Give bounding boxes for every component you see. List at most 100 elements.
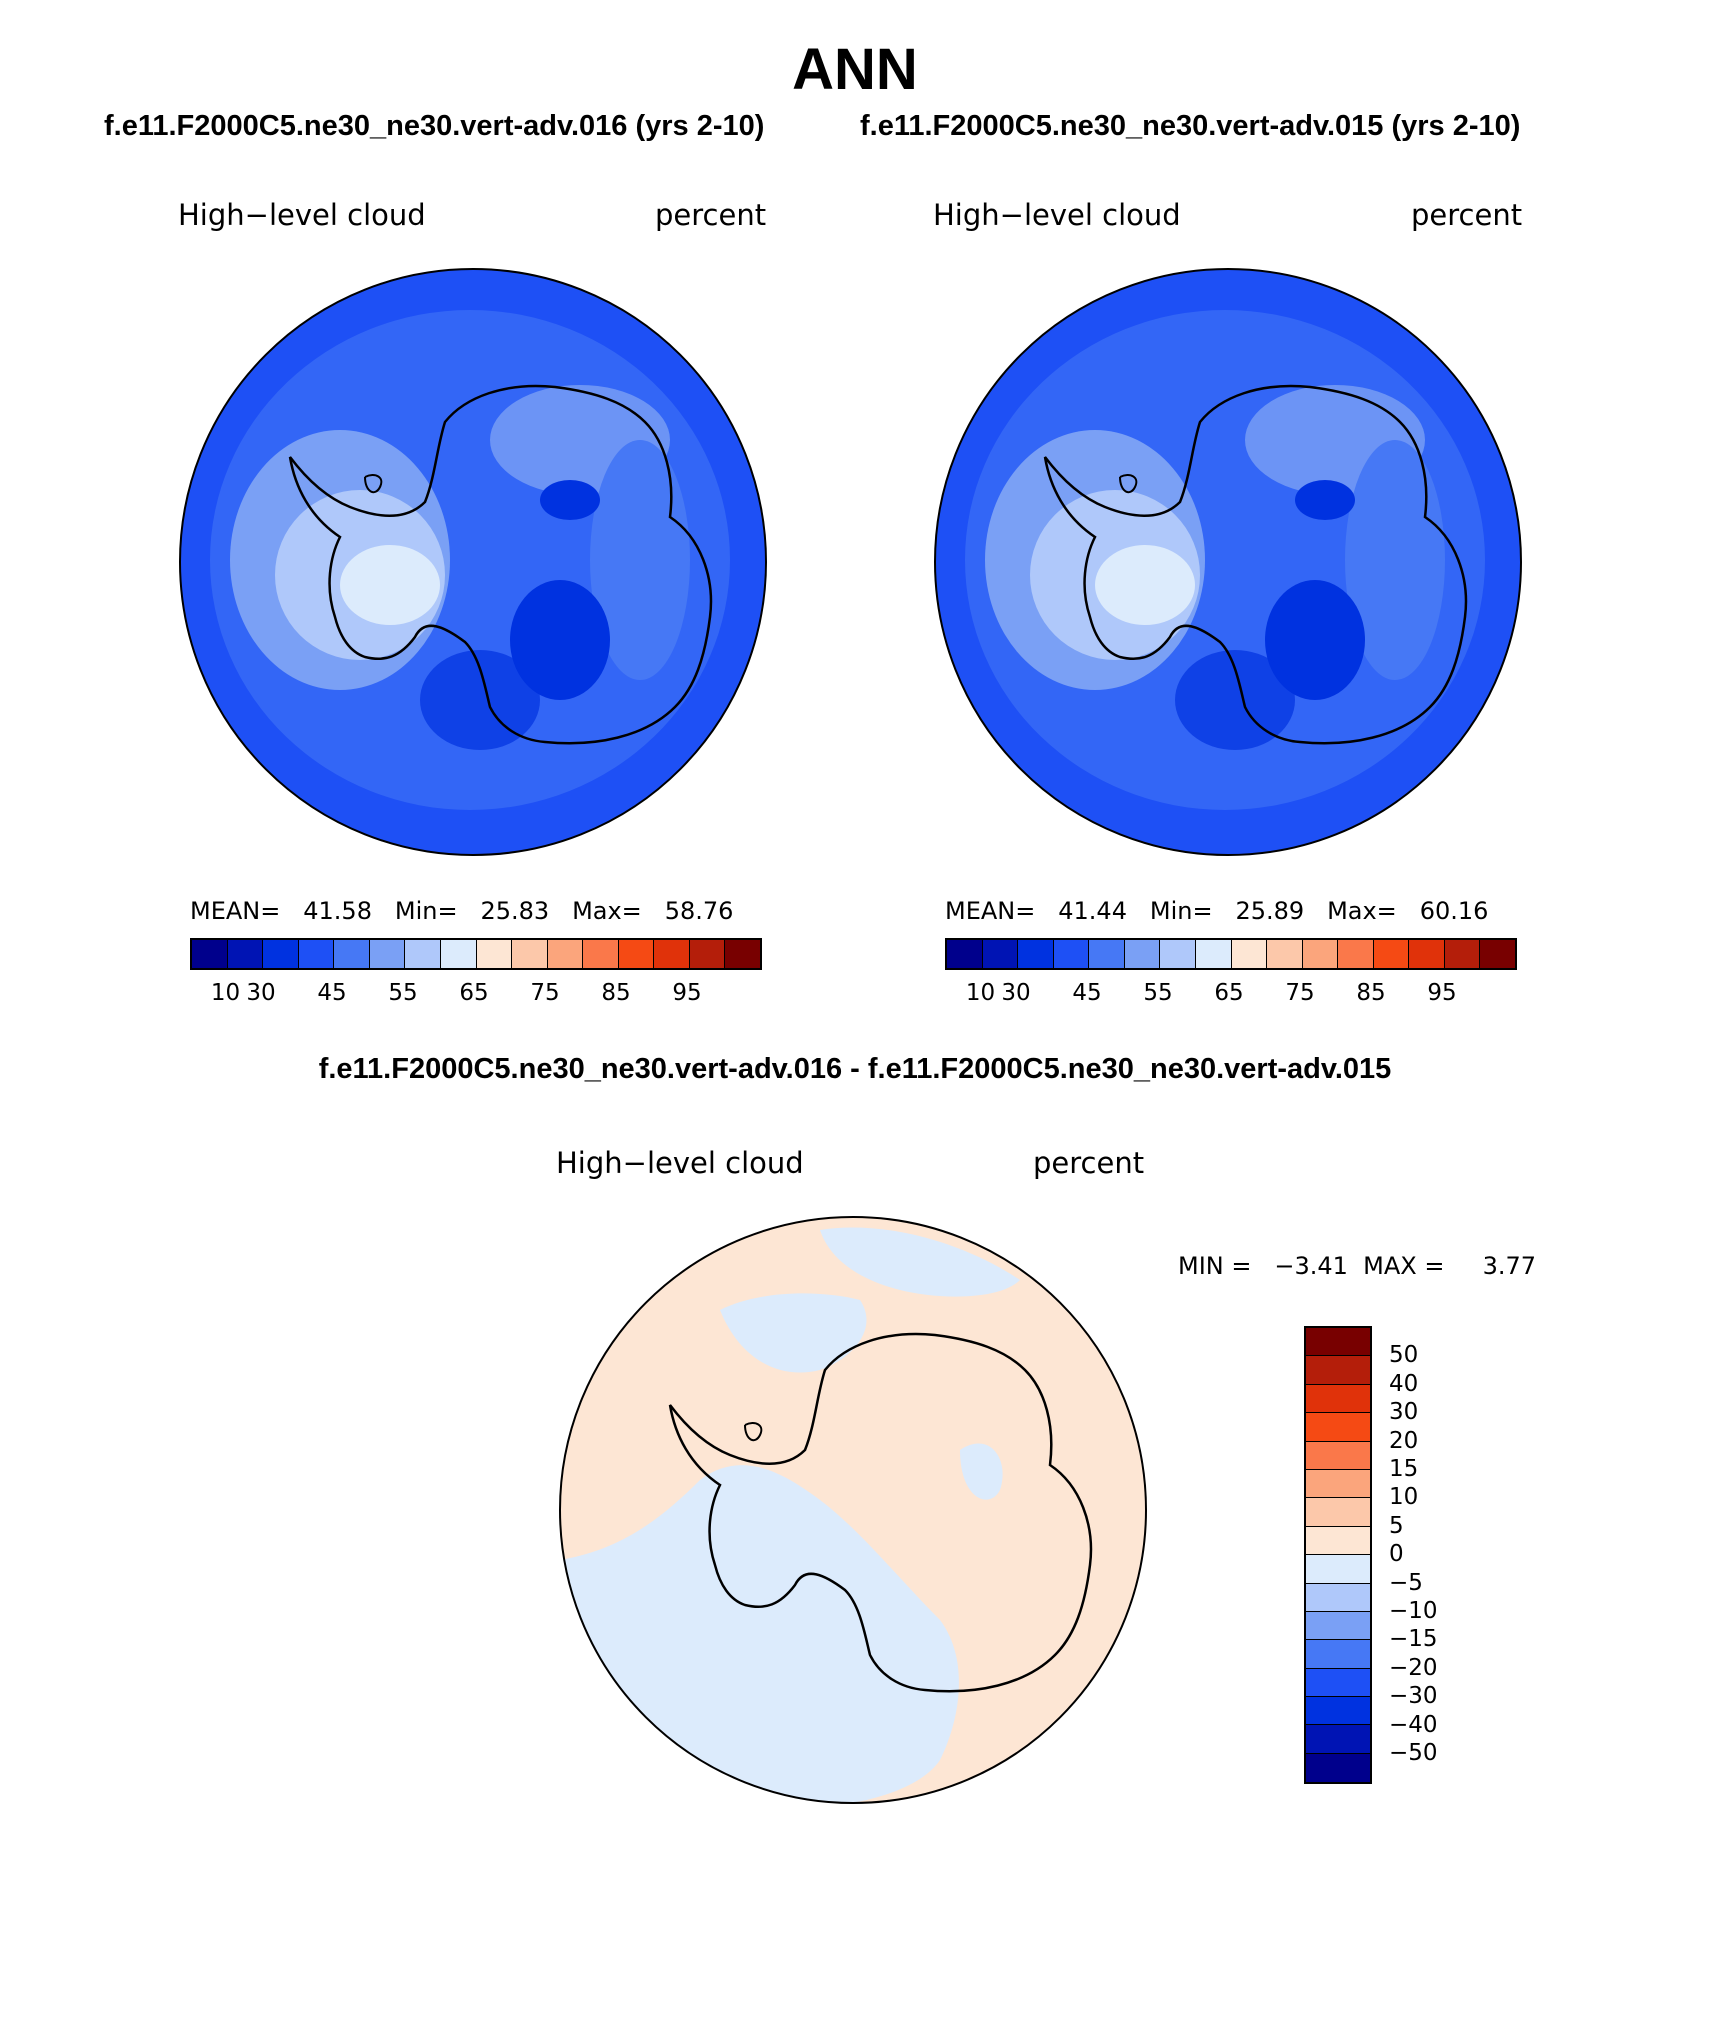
map-right xyxy=(935,269,1521,855)
colorbar-tick-label: −10 xyxy=(1389,1598,1438,1624)
units-label-diff: percent xyxy=(1033,1146,1145,1180)
colorbar-tick-label: 55 xyxy=(388,980,418,1006)
colorbar-swatch xyxy=(1018,940,1054,968)
case-title-left: f.e11.F2000C5.ne30_ne30.vert-adv.016 (yr… xyxy=(104,110,765,142)
colorbar-tick-label: 30 xyxy=(1389,1399,1419,1426)
colorbar-tick-label: 45 xyxy=(317,980,347,1006)
variable-label-right: High−level cloud xyxy=(933,198,1181,232)
diff-minmax: MIN = −3.41 MAX = 3.77 xyxy=(1178,1252,1537,1280)
units-label-left: percent xyxy=(655,198,767,232)
map-left xyxy=(180,269,766,855)
colorbar-swatch xyxy=(689,940,726,968)
colorbar-tick-label: 5 xyxy=(1389,1512,1404,1539)
colorbar-swatch xyxy=(725,940,760,968)
mean-value: 41.58 xyxy=(303,897,372,925)
colorbar-right-ticks: 10 30 45 55 65 75 85 95 xyxy=(945,980,1517,1010)
min-label: Min= xyxy=(1149,897,1213,925)
colorbar-swatch xyxy=(1306,1753,1370,1783)
colorbar-swatch xyxy=(1306,1469,1370,1499)
case-title-right: f.e11.F2000C5.ne30_ne30.vert-adv.015 (yr… xyxy=(860,110,1521,142)
map-left-border xyxy=(179,268,767,856)
colorbar-left xyxy=(190,938,762,970)
colorbar-tick-label: 45 xyxy=(1072,980,1102,1006)
colorbar-swatch xyxy=(1267,940,1303,968)
colorbar-swatch xyxy=(583,940,619,968)
colorbar-tick-label: 85 xyxy=(1356,980,1386,1006)
variable-label-left: High−level cloud xyxy=(178,198,426,232)
colorbar-tick-label: 15 xyxy=(1389,1456,1419,1482)
stats-right: MEAN= 41.44 Min= 25.89 Max= 60.16 xyxy=(945,897,1488,925)
colorbar-swatch xyxy=(1124,940,1161,968)
colorbar-tick-label: −50 xyxy=(1389,1740,1438,1766)
colorbar-swatch xyxy=(947,940,983,968)
colorbar-tick-label: 50 xyxy=(1389,1342,1419,1369)
colorbar-tick-label: 55 xyxy=(1143,980,1173,1006)
colorbar-tick-label: −30 xyxy=(1389,1683,1438,1710)
colorbar-swatch xyxy=(263,940,299,968)
min-value: 25.89 xyxy=(1235,897,1305,925)
colorbar-swatch xyxy=(1306,1356,1370,1385)
page-title: ANN xyxy=(792,37,918,102)
colorbar-tick-label: 65 xyxy=(459,980,489,1006)
colorbar-tick-label: −20 xyxy=(1389,1654,1438,1681)
colorbar-swatch xyxy=(227,940,264,968)
colorbar-swatch xyxy=(1306,1555,1370,1584)
colorbar-right xyxy=(945,938,1517,970)
difference-title: f.e11.F2000C5.ne30_ne30.vert-adv.016 - f… xyxy=(318,1053,1392,1085)
colorbar-tick-label: 75 xyxy=(1285,980,1315,1006)
colorbar-swatch xyxy=(1306,1640,1370,1669)
colorbar-swatch xyxy=(1480,940,1515,968)
colorbar-swatch xyxy=(1053,940,1090,968)
colorbar-tick-label: 65 xyxy=(1214,980,1244,1006)
colorbar-swatch xyxy=(618,940,655,968)
colorbar-swatch xyxy=(654,940,690,968)
colorbar-tick-label: 0 xyxy=(1389,1541,1404,1568)
colorbar-tick-label: 10 xyxy=(210,980,241,1006)
colorbar-tick-label: 10 xyxy=(965,980,996,1006)
colorbar-swatch xyxy=(1306,1384,1370,1414)
max-value: 60.16 xyxy=(1419,897,1489,925)
colorbar-tick-label: 30 xyxy=(246,980,276,1006)
colorbar-swatch xyxy=(1306,1725,1370,1754)
colorbar-diff xyxy=(1304,1326,1372,1785)
colorbar-swatch xyxy=(1444,940,1481,968)
colorbar-swatch xyxy=(1306,1328,1370,1357)
colorbar-swatch xyxy=(1306,1526,1370,1556)
colorbar-swatch xyxy=(1195,940,1232,968)
colorbar-swatch xyxy=(192,940,228,968)
colorbar-tick-label: 95 xyxy=(1427,980,1457,1006)
map-diff-border xyxy=(559,1216,1147,1804)
colorbar-tick-label: −15 xyxy=(1389,1626,1438,1653)
colorbar-left-ticks: 10 30 45 55 65 75 85 95 xyxy=(190,980,762,1010)
colorbar-swatch xyxy=(1306,1441,1370,1470)
colorbar-swatch xyxy=(1306,1611,1370,1641)
colorbar-swatch xyxy=(1089,940,1125,968)
mean-label: MEAN= xyxy=(190,897,281,925)
stats-left: MEAN= 41.58 Min= 25.83 Max= 58.76 xyxy=(190,897,733,925)
map-right-border xyxy=(934,268,1522,856)
colorbar-swatch xyxy=(1306,1668,1370,1698)
colorbar-swatch xyxy=(1160,940,1196,968)
colorbar-swatch xyxy=(1306,1697,1370,1726)
colorbar-swatch xyxy=(1306,1413,1370,1442)
colorbar-swatch xyxy=(369,940,406,968)
colorbar-swatch xyxy=(476,940,513,968)
colorbar-tick-label: 10 xyxy=(1389,1484,1419,1511)
colorbar-swatch xyxy=(405,940,441,968)
min-label: Min= xyxy=(394,897,458,925)
mean-value: 41.44 xyxy=(1058,897,1127,925)
colorbar-tick-label: −40 xyxy=(1389,1711,1438,1738)
colorbar-tick-label: 20 xyxy=(1389,1427,1419,1454)
units-label-right: percent xyxy=(1411,198,1523,232)
colorbar-swatch xyxy=(1302,940,1339,968)
colorbar-swatch xyxy=(1306,1498,1370,1527)
colorbar-swatch xyxy=(1409,940,1445,968)
map-diff xyxy=(560,1217,1146,1803)
colorbar-swatch xyxy=(547,940,584,968)
colorbar-swatch xyxy=(298,940,335,968)
max-value: 58.76 xyxy=(664,897,734,925)
colorbar-swatch xyxy=(440,940,477,968)
colorbar-swatch xyxy=(1338,940,1374,968)
min-value: 25.83 xyxy=(480,897,550,925)
